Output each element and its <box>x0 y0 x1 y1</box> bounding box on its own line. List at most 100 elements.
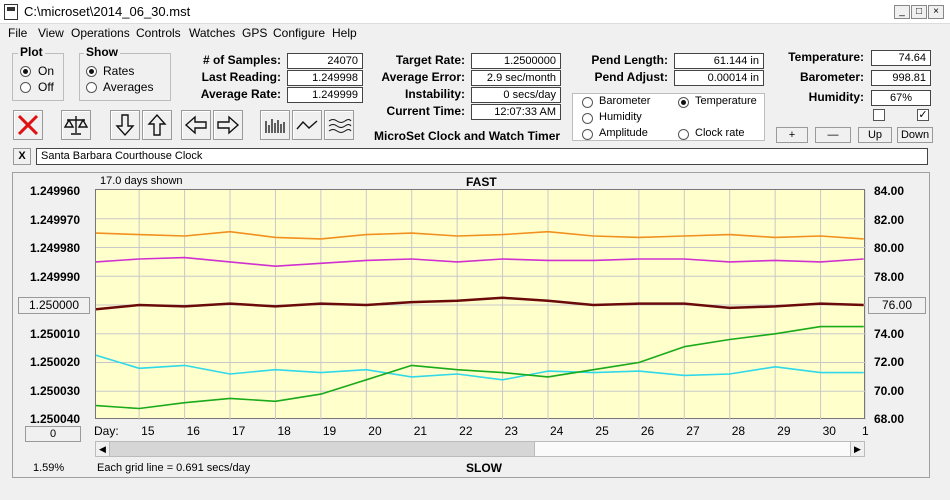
day-tick-label: 17 <box>232 424 246 438</box>
pend-adjust-label: Pend Adjust: <box>594 70 668 84</box>
show-group-title: Show <box>84 45 120 59</box>
horizontal-scrollbar[interactable]: ◀ ▶ <box>95 441 865 457</box>
plot-on-radio[interactable] <box>20 66 31 77</box>
day-tick-label: 15 <box>141 424 155 438</box>
arrow-left-icon <box>184 115 207 135</box>
right-axis-tick-label: 84.00 <box>874 184 905 198</box>
plot-on-label: On <box>38 64 55 78</box>
center-temp-button[interactable]: 76.00 <box>868 297 926 314</box>
watch-name-field[interactable]: Santa Barbara Courthouse Clock <box>36 148 928 165</box>
menu-help[interactable]: Help <box>332 26 357 40</box>
maximize-button[interactable]: □ <box>911 5 927 19</box>
current-time-label: Current Time: <box>386 104 465 118</box>
show-rates-radio[interactable] <box>86 66 97 77</box>
humidity-series-line <box>95 256 864 267</box>
line-graph-icon <box>296 120 318 130</box>
menu-gps[interactable]: GPS <box>242 26 268 40</box>
scroll-left-arrow[interactable]: ◀ <box>96 442 110 456</box>
line-view-button[interactable] <box>292 110 322 140</box>
menu-controls[interactable]: Controls <box>136 26 181 40</box>
menu-watches[interactable]: Watches <box>189 26 236 40</box>
amplitude-radio[interactable] <box>582 129 593 140</box>
barometer-field: 998.81 <box>871 70 931 86</box>
pend-length-field[interactable]: 61.144 in <box>674 53 764 69</box>
scrollbar-thumb[interactable] <box>534 442 850 456</box>
right-axis-tick-label: 72.00 <box>874 355 905 369</box>
arrow-up-icon <box>147 113 167 136</box>
chart-svg <box>95 190 867 420</box>
bar-graph-icon <box>265 119 285 133</box>
minimize-button[interactable]: _ <box>894 5 910 19</box>
day-tick-label: 23 <box>504 424 518 438</box>
average-rate-label: Average Rate: <box>200 87 281 101</box>
clock-rate-radio[interactable] <box>678 129 689 140</box>
scrollbar-track[interactable] <box>110 442 534 456</box>
menu-file[interactable]: File <box>8 26 28 40</box>
day-tick-label: 26 <box>640 424 655 438</box>
up-button[interactable]: Up <box>858 127 892 143</box>
plot-off-radio[interactable] <box>20 82 31 93</box>
chart-frame <box>12 172 930 478</box>
center-rate-button[interactable]: 1.250000 <box>18 297 90 314</box>
sensor-options-box <box>572 93 765 141</box>
temperature-label: Temperature: <box>788 50 864 64</box>
barometer-radio[interactable] <box>582 97 593 108</box>
close-window-button[interactable]: × <box>928 5 944 19</box>
left-axis-tick-label: 1.250010 <box>30 326 81 341</box>
left-axis-tick-label: 1.249960 <box>30 184 81 198</box>
percent-label: 1.59% <box>33 462 65 474</box>
humidity-radio[interactable] <box>582 113 593 124</box>
day-tick-label: 28 <box>731 424 746 438</box>
offset-button[interactable]: 0 <box>25 426 81 442</box>
pend-length-label: Pend Length: <box>591 53 668 67</box>
arrow-down-button[interactable] <box>110 110 140 140</box>
target-rate-field[interactable]: 1.2500000 <box>471 53 561 69</box>
arrow-right-button[interactable] <box>213 110 243 140</box>
instability-field: 0 secs/day <box>471 87 561 103</box>
left-axis-tick-label: 1.249980 <box>30 241 81 255</box>
average-error-label: Average Error: <box>381 70 465 84</box>
right-axis-tick-label: 80.00 <box>874 241 905 255</box>
day-tick-label: 20 <box>368 424 382 438</box>
left-axis-tick-label: 1.250030 <box>30 383 81 398</box>
bars-view-button[interactable] <box>260 110 290 140</box>
clear-button[interactable] <box>13 110 43 140</box>
humidity-option: Humidity <box>599 111 642 123</box>
instability-label: Instability: <box>404 87 465 101</box>
show-averages-radio[interactable] <box>86 82 97 93</box>
temperature-field: 74.64 <box>871 50 931 66</box>
day-tick-label: 29 <box>777 424 791 438</box>
menu-operations[interactable]: Operations <box>71 26 130 40</box>
amplitude-series-line <box>95 354 864 381</box>
day-tick-label: 21 <box>413 424 428 438</box>
minus-button[interactable]: — <box>815 127 851 143</box>
barometer-option: Barometer <box>599 95 651 107</box>
day-tick-label: 24 <box>550 424 564 438</box>
plus-button[interactable]: + <box>776 127 808 143</box>
clock-rate-option: Clock rate <box>695 127 745 139</box>
menu-configure[interactable]: Configure <box>273 26 326 40</box>
right-axis-tick-label: 82.00 <box>874 212 905 227</box>
pend-adjust-field[interactable]: 0.00014 in <box>674 70 764 86</box>
wave-view-button[interactable] <box>324 110 354 140</box>
arrow-left-button[interactable] <box>181 110 211 140</box>
menu-view[interactable]: View <box>38 26 64 40</box>
app-icon[interactable] <box>4 4 18 20</box>
days-shown-label: 17.0 days shown <box>100 175 183 187</box>
close-watch-button[interactable]: X <box>13 148 31 165</box>
arrow-down-icon <box>115 114 135 137</box>
balance-button[interactable] <box>61 110 91 140</box>
grid-note: Each grid line = 0.691 secs/day <box>97 462 251 474</box>
scale-icon <box>63 116 89 135</box>
right-checkbox[interactable]: ✓ <box>917 109 929 121</box>
arrow-up-button[interactable] <box>142 110 172 140</box>
down-button[interactable]: Down <box>897 127 933 143</box>
app-caption: MicroSet Clock and Watch Timer <box>374 129 561 143</box>
right-axis-tick-label: 70.00 <box>874 383 905 398</box>
day-tick-label: 19 <box>322 424 337 438</box>
left-checkbox[interactable] <box>873 109 885 121</box>
temperature-radio[interactable] <box>678 97 689 108</box>
average-rate-field: 1.249999 <box>287 87 363 103</box>
scroll-right-arrow[interactable]: ▶ <box>850 442 864 456</box>
rate-series-line <box>95 296 864 311</box>
